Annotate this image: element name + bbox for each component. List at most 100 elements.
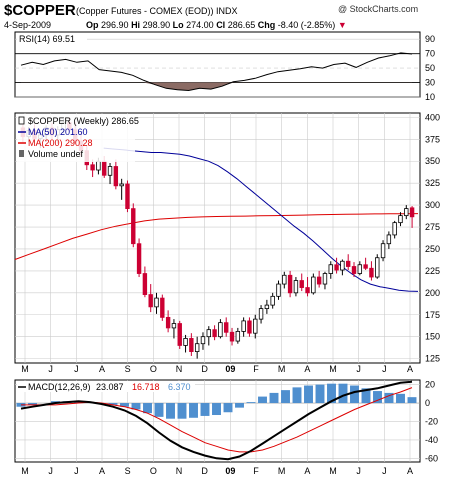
candle-body	[160, 297, 165, 318]
candle-body	[165, 316, 171, 329]
rsi-line	[20, 52, 413, 92]
macd-histogram-bar	[246, 402, 256, 404]
chg-label: Chg	[257, 20, 276, 30]
candle-body	[154, 297, 159, 308]
macd-legend-entry: MACD(12,26,9)	[28, 382, 91, 392]
price-x-tick-label: M	[21, 364, 29, 374]
candle-body	[282, 274, 287, 285]
candle-body	[206, 329, 211, 338]
macd-histogram-bar	[177, 403, 187, 419]
macd-histogram-bar	[235, 403, 244, 408]
price-y-tick-label: 375	[425, 134, 440, 144]
cl-value: 286.65	[227, 20, 256, 30]
macd-histogram-bar	[338, 383, 348, 404]
rsi-y-tick-label: 10	[425, 92, 435, 102]
macd-histogram-bar	[223, 403, 233, 413]
macd-histogram-bar	[212, 403, 221, 416]
candle-body	[311, 276, 316, 294]
macd-x-tick-label: A	[407, 466, 413, 476]
chg-value: -8.40 (-2.85%)	[277, 20, 336, 30]
price-y-ticks: 400 375 350 325 300 275 250 225 200 175 150 125	[425, 112, 440, 363]
price-x-tick-label: S	[125, 364, 131, 374]
rsi-panel: 90 70 50 30 10 RSI(14) 69.51	[14, 31, 435, 102]
macd-frame	[14, 379, 421, 463]
chart-title: $COPPER	[4, 2, 76, 19]
price-y-tick-label: 325	[425, 178, 440, 188]
macd-histogram-bar	[166, 403, 175, 419]
macd-y-tick-label: 20	[425, 380, 435, 390]
macd-x-tick-label: D	[201, 466, 208, 476]
macd-x-tick-label: M	[278, 466, 286, 476]
macd-x-tick-label: F	[253, 466, 259, 476]
candle-body	[398, 215, 403, 224]
candle-body	[258, 308, 264, 320]
macd-histogram	[16, 383, 417, 419]
macd-x-tick-label: 09	[225, 466, 235, 476]
macd-histogram-bar	[154, 403, 164, 417]
price-legend-entry: Volume undef	[28, 149, 84, 159]
candle-body	[328, 264, 333, 274]
candle-body	[142, 273, 148, 295]
macd-histogram-bar	[315, 384, 325, 404]
candle-body	[369, 267, 374, 278]
lo-value: 274.00	[186, 20, 214, 30]
candle-body	[293, 280, 299, 294]
price-y-tick-label: 400	[425, 112, 440, 122]
candle-body	[264, 304, 270, 310]
price-legend-entry: MA(50) 201.60	[28, 127, 88, 137]
macd-y-tick-label: 0	[425, 398, 430, 408]
macd-line	[20, 380, 413, 461]
macd-histogram-bar	[108, 403, 118, 405]
candle-body	[183, 338, 188, 346]
macd-y-ticks: 20 0 -20 -40 -60	[425, 380, 438, 464]
macd-histogram-bar	[143, 403, 152, 414]
candle-body	[351, 266, 357, 274]
candle-body	[200, 336, 206, 345]
candle-body	[102, 160, 107, 176]
macd-x-tick-label: J	[356, 466, 361, 476]
price-panel: 400 375 350 325 300 275 250 225 200 175 150 125 M J J…	[14, 112, 440, 374]
candle-body	[96, 160, 101, 171]
macd-x-tick-label: J	[382, 466, 387, 476]
macd-histogram-bar	[373, 391, 382, 404]
price-y-tick-label: 300	[425, 200, 440, 210]
ma200-line	[14, 213, 419, 260]
candle-body	[148, 294, 153, 308]
macd-y-tick-label: -40	[425, 435, 438, 445]
price-legend-entry: $COPPER (Weekly) 286.65	[28, 116, 139, 126]
macd-panel: 20 0 -20 -40 -60 M J J A S O N D 09 F M A M J J A MACD(12,2…	[14, 379, 438, 476]
price-x-tick-label: A	[407, 364, 413, 374]
macd-legend: MACD(12,26,9) 23.087 16.718 6.370	[17, 381, 195, 392]
macd-x-tick-label: J	[74, 466, 79, 476]
price-x-tick-label: J	[382, 364, 387, 374]
hi-label: Hi	[131, 20, 141, 30]
candle-body	[235, 331, 241, 342]
candle-body	[270, 295, 275, 306]
macd-x-tick-label: A	[304, 466, 310, 476]
op-value: 296.90	[101, 20, 129, 30]
macd-histogram-bar	[120, 403, 129, 407]
candle-body	[218, 322, 223, 338]
price-y-tick-label: 150	[425, 332, 440, 342]
rsi-oversold-fill	[21, 82, 412, 91]
op-label: Op	[86, 20, 99, 30]
macd-histogram-bar	[304, 385, 313, 404]
macd-histogram-bar	[384, 392, 394, 404]
macd-histogram-bar	[327, 383, 336, 404]
candle-body	[125, 183, 130, 210]
macd-legend-entry: 16.718	[132, 382, 160, 392]
price-x-tick-label: J	[356, 364, 361, 374]
candle-body	[136, 243, 142, 274]
price-x-ticks: M J J A S O N D 09 F M A M J J A	[21, 364, 413, 374]
macd-x-tick-label: J	[48, 466, 53, 476]
macd-x-tick-label: M	[329, 466, 337, 476]
candle-body	[276, 283, 281, 297]
candle-body	[357, 264, 363, 274]
price-y-tick-label: 275	[425, 222, 440, 232]
price-y-tick-label: 250	[425, 244, 440, 254]
price-x-tick-label: O	[150, 364, 157, 374]
macd-histogram-bar	[269, 392, 279, 404]
macd-histogram-bar	[361, 388, 371, 404]
hi-value: 298.90	[142, 20, 171, 30]
